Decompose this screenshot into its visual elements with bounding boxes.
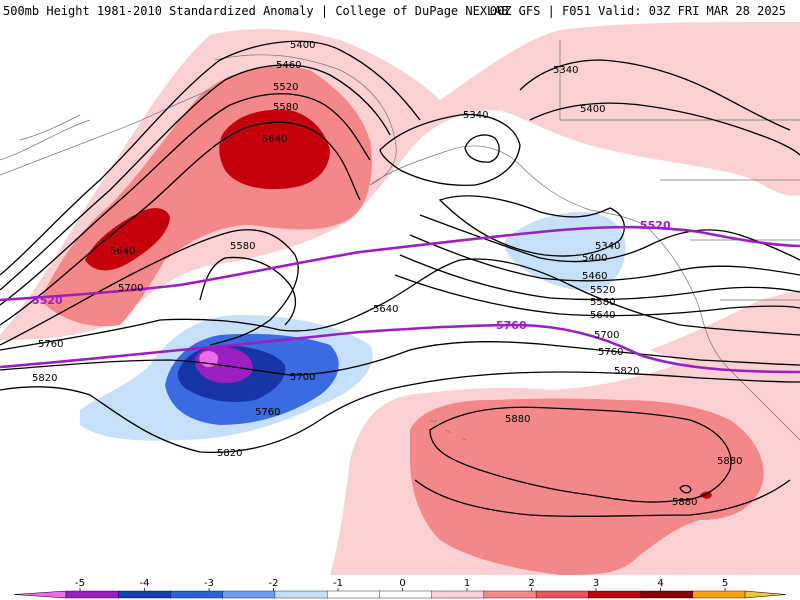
colorbar-tick-label: 1 (464, 578, 470, 589)
highlight-label: 5760 (496, 319, 527, 332)
colorbar-swatch (379, 590, 433, 599)
contour-label: 5760 (38, 339, 63, 350)
colorbar-swatch (535, 590, 590, 599)
contour-label: 5460 (276, 60, 301, 71)
colorbar-swatch (640, 590, 694, 599)
colorbar-tick-label: -2 (269, 578, 279, 589)
contour-label: 5460 (582, 271, 607, 282)
highlight-labels: 5520 5520 5760 (32, 219, 671, 332)
contour-label: 5580 (273, 102, 298, 113)
contour-label: 5700 (290, 372, 315, 383)
contour-label: 5880 (717, 456, 742, 467)
colorbar-swatch (431, 590, 485, 599)
colorbar-swatch (274, 590, 328, 599)
contour-label: 5640 (373, 304, 398, 315)
contour-label: 5580 (230, 241, 255, 252)
colorbar-tick-label: -4 (140, 578, 150, 589)
colorbar-max-triangle (744, 590, 787, 599)
positive-anomaly-strong (85, 109, 712, 499)
colorbar-tick-label: -5 (75, 578, 85, 589)
contour-label: 5520 (273, 82, 298, 93)
colorbar-tick-label: 5 (722, 578, 728, 589)
contour-label: 5400 (582, 253, 607, 264)
colorbar-tick-label: -1 (333, 578, 343, 589)
contour-label: 5340 (463, 110, 488, 121)
contour-label: 5760 (255, 407, 280, 418)
highlight-label: 5520 (32, 294, 63, 307)
colorbar-swatch (118, 590, 172, 599)
contour-label: 5880 (505, 414, 530, 425)
colorbar-swatch (65, 590, 119, 599)
colorbar-min-triangle (13, 590, 67, 599)
contour-label: 5580 (590, 297, 615, 308)
contour-label: 5700 (594, 330, 619, 341)
contour-label: 5400 (290, 40, 315, 51)
contour-label: 5640 (110, 246, 135, 257)
colorbar-swatch (170, 590, 224, 599)
colorbar-swatches (13, 590, 787, 599)
colorbar-tick-label: 0 (399, 578, 405, 589)
colorbar-tick-label: -3 (204, 578, 214, 589)
colorbar-swatch (588, 590, 642, 599)
colorbar-ticks: -5 -4 -3 -2 -1 0 1 2 3 4 5 (75, 578, 728, 591)
colorbar-swatch (326, 590, 381, 599)
contour-label: 5640 (590, 310, 615, 321)
contour-label: 5340 (553, 65, 578, 76)
colorbar: -5 -4 -3 -2 -1 0 1 2 3 4 5 (13, 578, 787, 599)
contour-label: 5640 (262, 134, 287, 145)
colorbar-tick-label: 3 (593, 578, 599, 589)
highlight-contours (0, 225, 800, 374)
contour-label: 5520 (590, 285, 615, 296)
contour-label: 5820 (217, 448, 242, 459)
contour-label: 5700 (118, 283, 143, 294)
map-header: 500mb Height 1981-2010 Standardized Anom… (0, 0, 800, 22)
negative-anomaly-medium (165, 333, 339, 425)
colorbar-swatch (222, 590, 276, 599)
contour-label: 5820 (32, 373, 57, 384)
map-title: 500mb Height 1981-2010 Standardized Anom… (3, 4, 509, 18)
contour-label: 5400 (580, 104, 605, 115)
highlight-label: 5520 (640, 219, 671, 232)
contour-label: 5880 (672, 497, 697, 508)
colorbar-tick-label: 2 (528, 578, 534, 589)
colorbar-tick-label: 4 (657, 578, 663, 589)
colorbar-swatch (483, 590, 537, 599)
contour-label: 5340 (595, 241, 620, 252)
anomaly-map: 5400 5460 5520 5580 5640 5340 5340 5400 … (0, 22, 800, 575)
model-run-info: 00Z GFS | F051 Valid: 03Z FRI MAR 28 202… (489, 4, 786, 18)
contour-labels: 5400 5460 5520 5580 5640 5340 5340 5400 … (32, 40, 742, 508)
contour-label: 5820 (614, 366, 639, 377)
colorbar-swatch (692, 590, 746, 599)
contour-label: 5760 (598, 347, 623, 358)
coastlines (0, 40, 800, 441)
